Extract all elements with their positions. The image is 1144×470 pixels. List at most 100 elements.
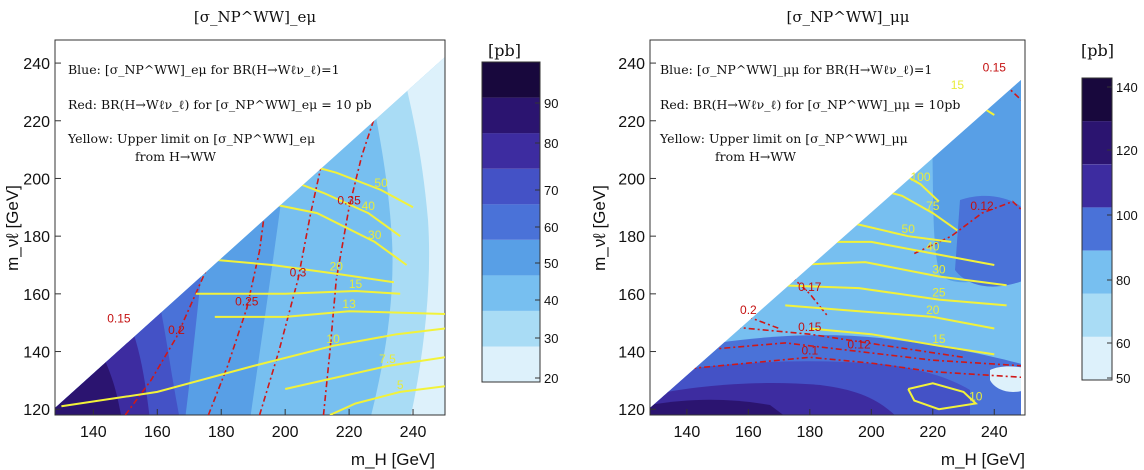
left-yellow-contours [61,163,445,415]
right-contour-labels: 0.1 0.12 0.15 0.17 0.2 0.12 0.15 10 15 20 25 30 40 50… [740,61,1006,404]
x-tick-label: 240 [400,424,427,441]
y-tick-label: 120 [618,402,645,419]
yellow-contour-label: 15 [932,332,946,346]
red-contour-label: 0.12 [847,338,871,352]
red-contour-label: 0.2 [740,303,757,317]
yellow-contour [329,385,445,415]
yellow-contour [284,356,445,390]
right-colorbar: 50 60 80 100 120 140 [1081,77,1138,386]
y-tick-label: 240 [618,56,645,73]
yellow-contour-label: 10 [326,332,340,346]
yellow-contour-label: 13 [342,297,356,311]
left-region-palest [395,57,445,415]
colorbar-segment [482,275,540,311]
y-tick-label: 140 [618,345,645,362]
x-tick-label: 220 [336,424,363,441]
red-contour [913,200,1021,255]
red-contour-label: 0.17 [798,280,822,294]
red-contour [962,80,1021,105]
y-tick-label: 120 [23,402,50,419]
left-contour-labels: 0.15 0.2 0.25 0.3 0.35 57.5 10 13 15 20 30 40 50 [107,176,404,392]
yellow-contour-label: 7.5 [379,352,396,366]
yellow-contour-label: 100 [910,170,930,184]
y-tick-label: 200 [618,171,645,188]
x-tick-label: 200 [858,424,885,441]
left-annotations: Blue: [σ_NP^WW]_eμ for BR(H→Wℓν_ℓ)=1 Red… [67,62,372,164]
colorbar-tick-label: 60 [544,220,558,235]
colorbar-tick-label: 80 [544,136,558,151]
y-tick-label: 200 [23,171,50,188]
y-tick-label: 140 [23,345,50,362]
yellow-contour [785,304,995,330]
red-contour-label: 0.1 [801,343,818,357]
red-contour [258,155,325,415]
x-tick-label: 160 [144,424,171,441]
yellow-contour-label: 15 [951,78,965,92]
colorbar-segment [482,97,540,134]
colorbar-tick-label: 30 [544,331,558,346]
colorbar-segment [1082,121,1112,165]
x-tick-label: 180 [796,424,823,441]
y-tick-label: 160 [23,287,50,304]
yellow-contour-label: 25 [932,286,946,300]
red-contour-label: 0.3 [290,265,307,279]
red-contour-label: 0.15 [107,312,131,326]
colorbar-tick-label: 80 [1116,273,1130,288]
x-tick-label: 160 [735,424,762,441]
red-contour [207,201,267,415]
colorbar-tick-label: 90 [544,96,558,111]
left-annotation-red: Red: BR(H→Wℓν_ℓ) for [σ_NP^WW]_eμ = 10 p… [68,97,372,112]
colorbar-segment [1082,293,1112,337]
right-xlabel: m_H [GeV] [941,450,1025,469]
yellow-contour [208,258,395,284]
colorbar-segment [482,204,540,240]
x-tick-label: 240 [981,424,1008,441]
yellow-contour-label: 40 [926,240,940,254]
red-contour-label: 0.2 [168,323,185,337]
yellow-contour-label: 50 [374,176,388,190]
colorbar-segment [482,62,540,98]
right-axis-ticks: 140 160 180 200 220 240 120 140 160 180 200 220 240 [618,56,1007,441]
left-colorbar-unit: [pb] [488,41,521,60]
right-chart: 0.1 0.12 0.15 0.17 0.2 0.12 0.15 10 15 20 25 30 40 50… [590,8,1138,469]
x-tick-label: 140 [80,424,107,441]
yellow-contour [259,200,408,266]
colorbar-tick-label: 40 [544,293,558,308]
colorbar-frame [1081,77,1113,381]
yellow-contour-label: 20 [330,260,344,274]
left-annotation-yellow-2: from H→WW [135,149,216,164]
yellow-contour [214,310,445,318]
left-annotation-yellow: Yellow: Upper limit on [σ_NP^WW]_eμ [67,131,315,146]
yellow-contour-label: 40 [362,199,376,213]
red-contour-label: 0.15 [798,320,822,334]
left-chart: 0.15 0.2 0.25 0.3 0.35 57.5 10 13 15 20 30 40 50 140… [3,8,558,469]
y-tick-label: 180 [618,229,645,246]
red-contour-label: 0.15 [983,61,1007,75]
right-colorbar-unit: [pb] [1081,41,1114,60]
x-tick-label: 180 [208,424,235,441]
y-tick-label: 220 [618,114,645,131]
right-annotations: Blue: [σ_NP^WW]_μμ for BR(H→Wℓν_ℓ)=1 Red… [659,62,960,164]
left-frame [54,39,446,416]
yellow-contour-label: 5 [397,378,404,392]
colorbar-segment [482,239,540,276]
colorbar-tick-label: 60 [1116,336,1130,351]
yellow-contour-label: 30 [368,228,382,242]
red-contour-label: 0.25 [235,294,259,308]
yellow-contour-label: 50 [902,222,916,236]
right-ylabel: m_νℓ [GeV] [590,185,609,271]
colorbar-segment [482,310,540,347]
colorbar-segment [1082,207,1112,251]
colorbar-tick-label: 20 [544,371,558,386]
colorbar-segment [1082,336,1112,380]
red-contour-label: 0.35 [337,193,361,207]
y-tick-label: 220 [23,114,50,131]
right-heatmap-regions [650,80,1021,415]
colorbar-tick-label: 70 [544,183,558,198]
left-ylabel: m_νℓ [GeV] [3,185,22,271]
yellow-contour [61,327,445,408]
colorbar-frame [481,61,541,383]
right-region-bright-patch [990,366,1021,392]
yellow-contour-label: 75 [926,199,940,213]
